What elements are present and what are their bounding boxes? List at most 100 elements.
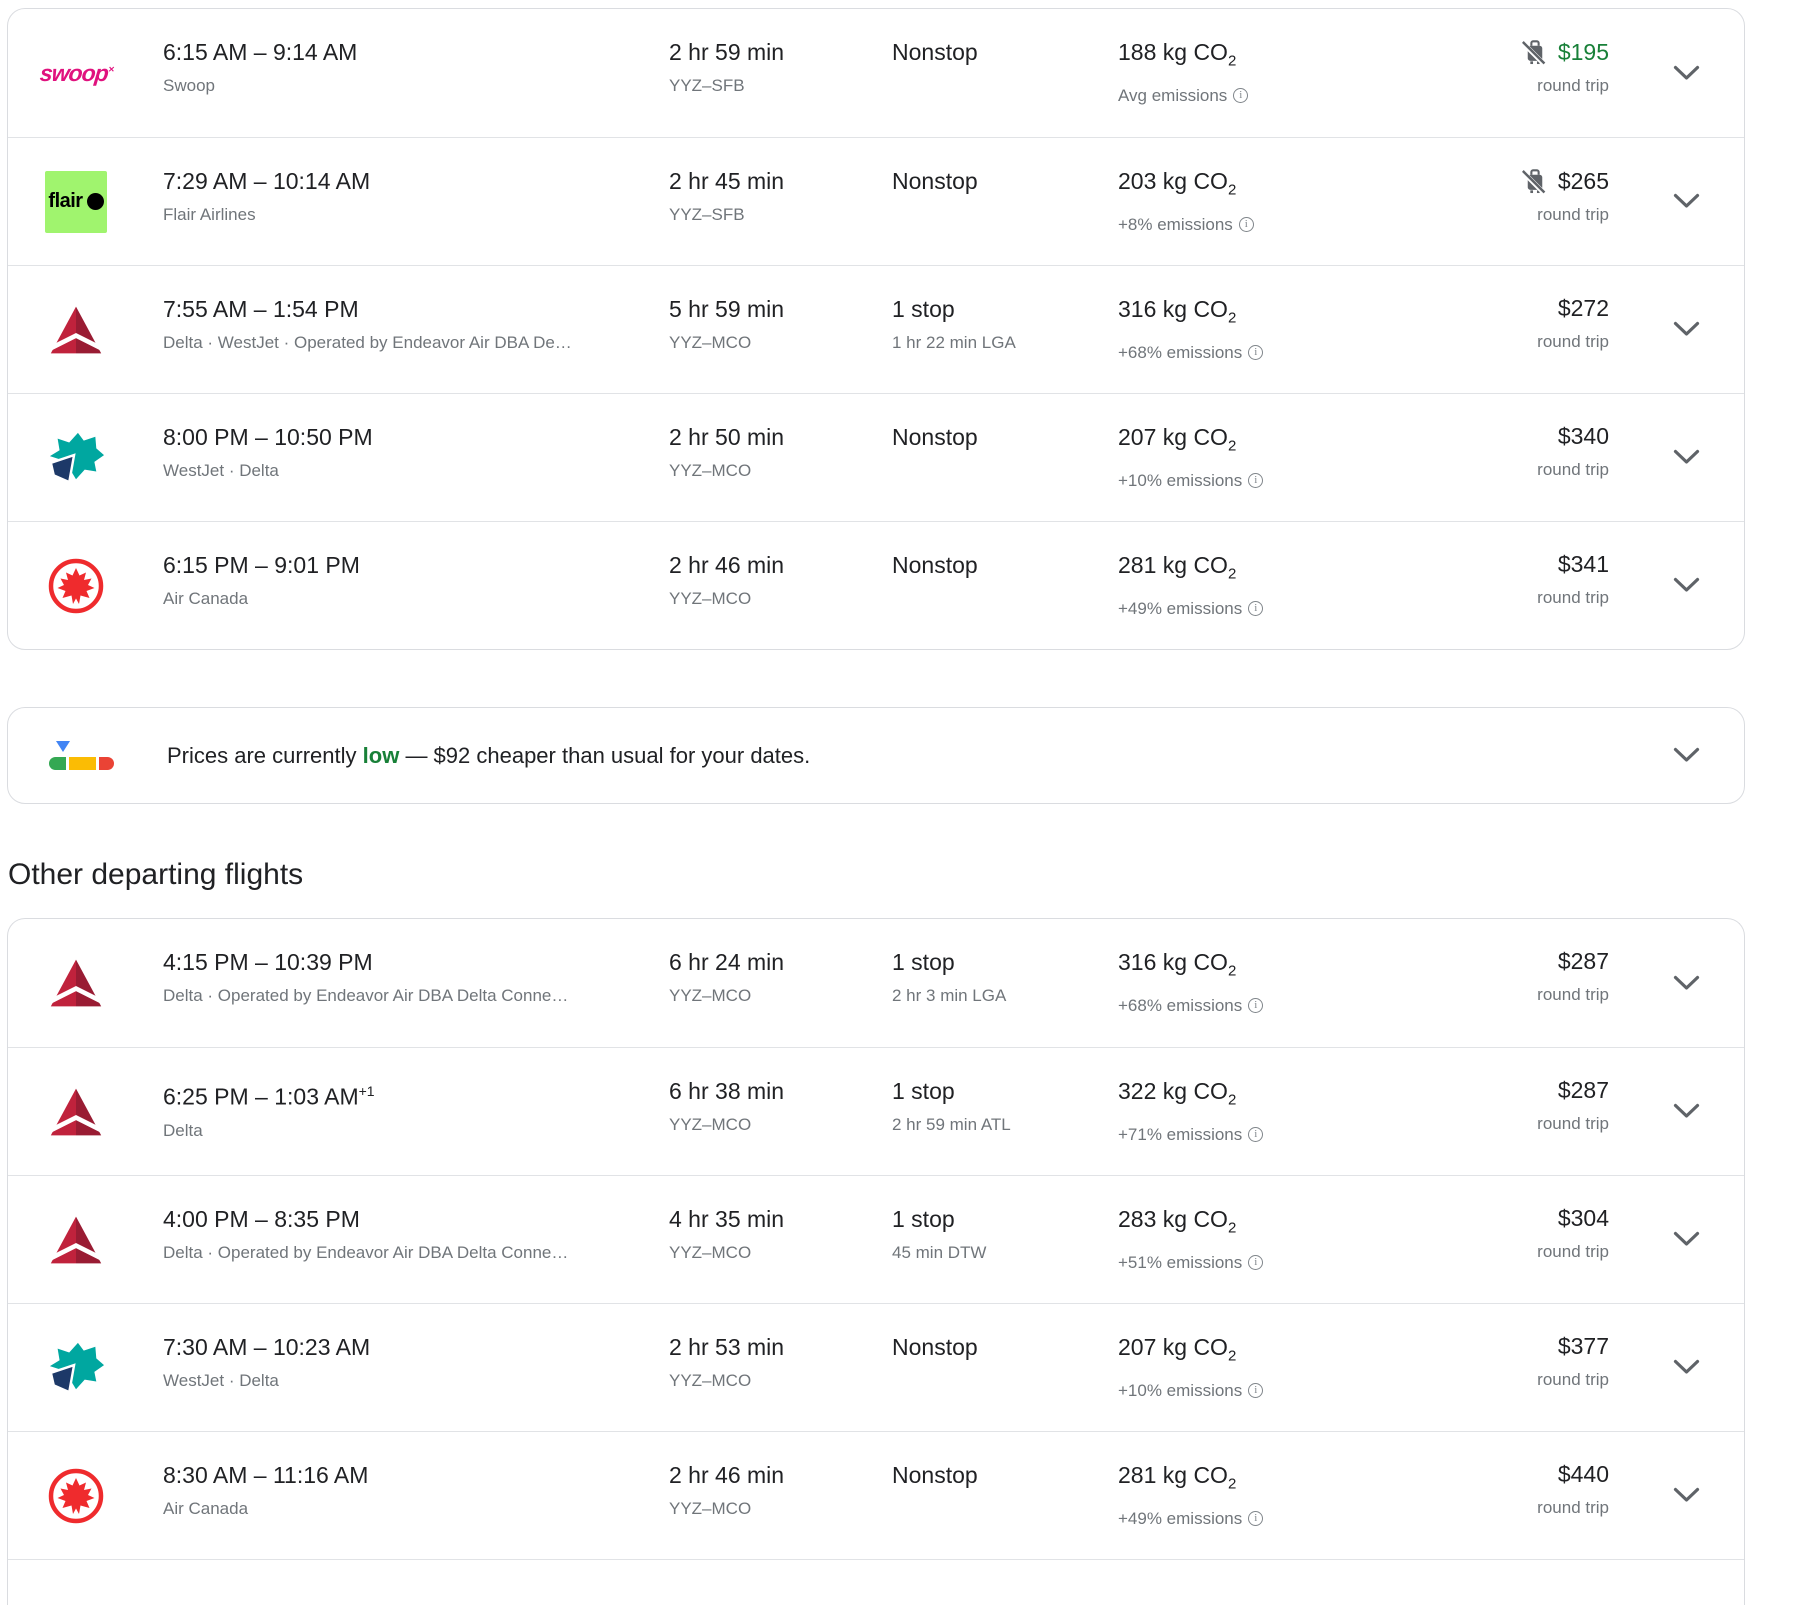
info-icon[interactable] [1248,600,1264,616]
chevron-down-icon[interactable] [1671,443,1701,473]
chevron-down-icon[interactable] [1671,58,1701,88]
chevron-down-icon[interactable] [1671,1097,1701,1127]
chevron-down-icon[interactable] [1671,1481,1701,1511]
route-airports: YYZ–MCO [669,1243,752,1262]
co2-amount: 322 kg CO2 [1118,1078,1237,1109]
chevron-down-icon[interactable] [1671,315,1701,345]
no-carry-on-bag-icon [1521,38,1549,66]
price: $304 [1557,1205,1609,1231]
emissions-comparison: +71% emissions [1118,1124,1383,1145]
flight-row[interactable]: 8:00 PM – 10:50 PM WestJet · Delta 2 hr … [8,393,1744,521]
stops-count: Nonstop [892,1462,978,1488]
emissions-comparison: +8% emissions [1118,214,1383,235]
info-icon[interactable] [1248,1382,1264,1398]
delta-logo [48,1088,104,1135]
delta-logo [48,306,104,353]
emissions-comparison: +49% emissions [1118,1508,1383,1529]
flight-row[interactable]: swoop× 6:15 AM – 9:14 AM Swoop 2 hr 59 m… [8,9,1744,137]
flights-results-page: swoop× 6:15 AM – 9:14 AM Swoop 2 hr 59 m… [0,8,1798,1605]
info-icon[interactable] [1248,1254,1264,1270]
price-insights-text: Prices are currently low — $92 cheaper t… [167,742,811,768]
other-flights-heading: Other departing flights [8,858,304,891]
emissions-comparison: +68% emissions [1118,995,1383,1016]
flight-times: 6:15 AM – 9:14 AM [163,39,358,65]
flight-duration: 2 hr 53 min [669,1334,785,1360]
flight-row[interactable]: 4:00 PM – 8:35 PM Delta · Operated by En… [8,1175,1744,1303]
airline-names: Delta · Operated by Endeavor Air DBA Del… [163,1243,569,1262]
co2-amount: 316 kg CO2 [1118,949,1237,980]
swoop-logo: swoop× [38,59,114,86]
stops-count: 1 stop [892,1206,955,1232]
flair-airlines-logo: flair [45,170,107,233]
chevron-down-icon[interactable] [1671,741,1701,771]
route-airports: YYZ–MCO [669,333,752,352]
airline-logo [45,1081,107,1143]
price: $195 [1309,38,1609,66]
info-icon[interactable] [1238,216,1254,232]
co2-amount: 207 kg CO2 [1118,424,1237,455]
trip-type: round trip [1537,460,1609,479]
stops-count: Nonstop [892,1334,978,1360]
flight-row[interactable]: 4:15 PM – 10:39 PM Delta · Operated by E… [8,919,1744,1047]
co2-amount: 281 kg CO2 [1118,552,1237,583]
chevron-down-icon[interactable] [1671,1353,1701,1383]
info-icon[interactable] [1248,997,1264,1013]
trip-type: round trip [1537,332,1609,351]
emissions-comparison: +51% emissions [1118,1252,1383,1273]
route-airports: YYZ–SFB [669,76,745,95]
route-airports: YYZ–MCO [669,986,752,1005]
flight-times: 8:30 AM – 11:16 AM [163,1462,369,1488]
trip-type: round trip [1537,1114,1609,1133]
airline-names: Air Canada [163,1499,249,1518]
layover-detail: 1 hr 22 min LGA [892,333,1016,352]
info-icon[interactable] [1248,472,1264,488]
airline-names: Flair Airlines [163,205,256,224]
airline-logo: swoop× [38,42,113,104]
chevron-down-icon[interactable] [1671,968,1701,998]
price-insights-banner[interactable]: Prices are currently low — $92 cheaper t… [7,707,1745,804]
route-airports: YYZ–MCO [669,589,752,608]
flight-row[interactable]: 7:30 AM – 10:23 AM WestJet · Delta 2 hr … [8,1303,1744,1431]
flight-row[interactable]: 6:15 PM – 9:01 PM Air Canada 2 hr 46 min… [8,521,1744,649]
flight-row-partial[interactable] [8,1559,1744,1605]
emissions-comparison: +10% emissions [1118,470,1383,491]
chevron-down-icon[interactable] [1671,1225,1701,1255]
flight-duration: 4 hr 35 min [669,1206,785,1232]
chevron-down-icon[interactable] [1671,187,1701,217]
airline-names: Delta · WestJet · Operated by Endeavor A… [163,333,572,352]
info-icon[interactable] [1248,1126,1264,1142]
chevron-down-icon[interactable] [1671,571,1701,601]
flight-row[interactable]: flair 7:29 AM – 10:14 AM Flair Airlines … [8,137,1744,265]
route-airports: YYZ–MCO [669,1115,752,1134]
price: $440 [1557,1461,1609,1487]
flight-duration: 5 hr 59 min [669,296,785,322]
stops-count: 1 stop [892,296,955,322]
stops-count: 1 stop [892,1078,955,1104]
trip-type: round trip [1537,76,1609,95]
info-icon[interactable] [1248,1510,1264,1526]
price: $287 [1557,1077,1609,1103]
co2-amount: 316 kg CO2 [1118,296,1237,327]
info-icon[interactable] [1233,87,1249,103]
flight-times: 8:00 PM – 10:50 PM [163,424,373,450]
flight-row[interactable]: 8:30 AM – 11:16 AM Air Canada 2 hr 46 mi… [8,1431,1744,1559]
stops-count: Nonstop [892,552,978,578]
airline-names: Delta · Operated by Endeavor Air DBA Del… [163,986,569,1005]
price: $377 [1557,1333,1609,1359]
info-icon[interactable] [1248,344,1264,360]
trip-type: round trip [1537,985,1609,1004]
other-flights-list: 4:15 PM – 10:39 PM Delta · Operated by E… [7,918,1745,1605]
flight-duration: 2 hr 50 min [669,424,785,450]
co2-amount: 203 kg CO2 [1118,168,1237,199]
price: $287 [1557,948,1609,974]
route-airports: YYZ–MCO [669,1371,752,1390]
price: $265 [1309,167,1609,195]
stops-count: Nonstop [892,424,978,450]
airline-names: Swoop [163,76,215,95]
co2-amount: 188 kg CO2 [1118,39,1237,70]
flight-row[interactable]: 6:25 PM – 1:03 AM+1 Delta 6 hr 38 min YY… [8,1047,1744,1175]
flight-row[interactable]: 7:55 AM – 1:54 PM Delta · WestJet · Oper… [8,265,1744,393]
airline-names: Delta [163,1120,203,1140]
airline-logo [45,1209,107,1271]
price-range-bar-icon [49,757,115,770]
